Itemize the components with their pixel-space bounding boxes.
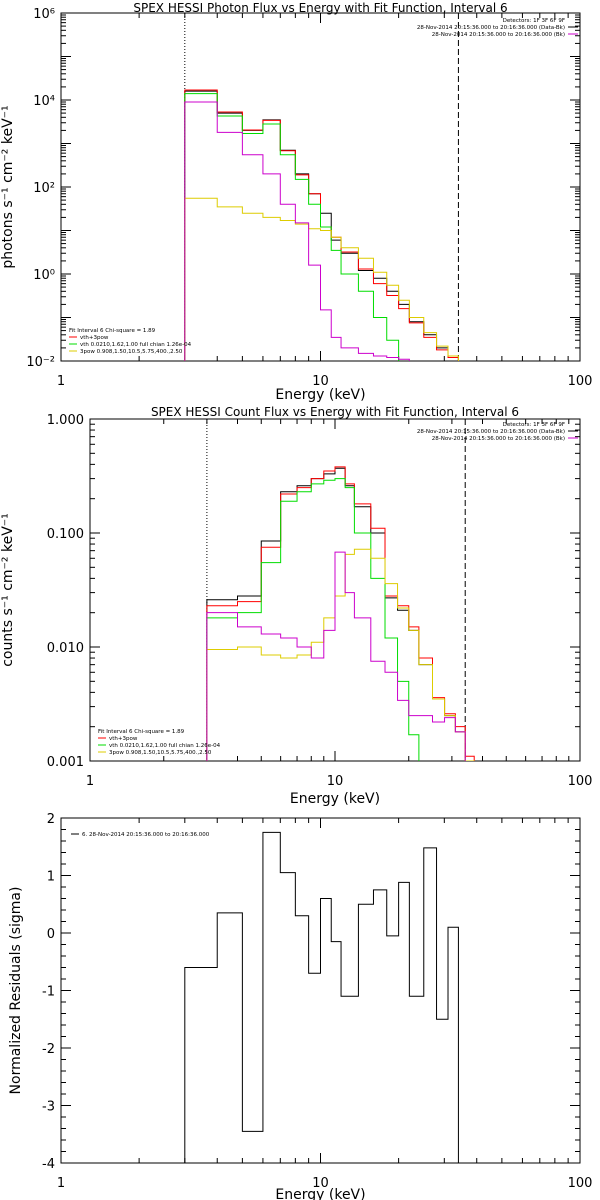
legend-entry: vth 0.0210,1.62,1.00 full chian 1.26e-04 [109,743,221,749]
y-tick-label: 1 [47,870,55,885]
y-tick-label: 10² [33,181,55,196]
x-axis-label: Energy (keV) [275,1187,365,1200]
legend-entry: 28-Nov-2014 20:15:36.000 to 20:16:36.000… [417,25,565,31]
x-tick-label: 1 [57,1176,65,1191]
chart-title: SPEX HESSI Count Flux vs Energy with Fit… [151,405,519,419]
x-tick-label: 1 [57,374,65,389]
y-tick-label: 2 [47,812,55,827]
series-line-3pow [184,197,459,361]
series-line-data-bk [184,90,459,361]
legend-entry: 28-Nov-2014 20:15:36.000 to 20:16:36.000… [417,429,565,435]
y-tick-label: 10⁴ [33,94,55,109]
y-tick-label: -3 [42,1100,55,1115]
legend-entry: vth 0.0210,1.62,1.00 full chian 1.26e-04 [80,342,192,348]
series-line-vth [206,478,420,761]
chart-title: SPEX HESSI Photon Flux vs Energy with Fi… [133,1,507,15]
y-tick-label: -4 [42,1157,55,1172]
legend-entry: Fit Interval 6 Chi-square = 1.89 [69,328,156,334]
legend-entry: 3pow 0.908,1.50,10.5,5.75,400.,2.50 [80,349,183,355]
y-tick-label: 0 [47,927,55,942]
series-group [184,89,459,361]
y-tick-label: 1.000 [47,413,84,428]
series-line-residuals [184,831,459,1163]
y-tick-label: 0.010 [47,641,84,656]
x-tick-label: 10 [312,1176,329,1191]
legend-entry: Fit Interval 6 Chi-square = 1.89 [98,729,185,735]
x-tick-label: 100 [568,1176,593,1191]
series-line-vth-3pow [184,89,459,361]
x-axis-label: Energy (keV) [275,387,365,403]
y-tick-label: 10⁶ [33,7,55,22]
legend-entry: 28-Nov-2014 20:15:36.000 to 20:16:36.000… [432,32,565,38]
chart-panel-1: 1 10 100 10⁻² 10⁰ 10² 10⁴ 10⁶ SPEX HESSI Photon … [0,1,593,403]
y-tick-label: 10⁰ [33,268,55,283]
chart-panel-2: 1 10 100 0.001 0.010 0.100 1.000 SPEX HESSI Cou… [0,405,593,807]
y-axis-label: photons s⁻¹ cm⁻² keV⁻¹ [0,105,16,268]
legend-entry: vth+3pow [80,335,109,341]
x-tick-label: 1 [86,774,94,789]
y-tick-label: -2 [42,1042,55,1057]
y-tick-label: 0.001 [47,755,84,770]
legend-entry: 6. 28-Nov-2014 20:15:36.000 to 20:16:36.… [82,832,210,838]
x-axis-label: Energy (keV) [290,791,380,807]
series-line-bk [206,551,466,761]
legend-entry: 3pow 0.908,1.50,10.5,5.75,400.,2.50 [109,750,212,756]
chart-panel-3: 1 10 100 -4 -3 -2 -1 0 1 2 Energy (keV) Normalized … [8,812,592,1200]
legend-entry: Detectors: 1F 3F 6F 9F [503,18,565,24]
y-axis-label: counts s⁻¹ cm⁻² keV⁻¹ [0,513,16,667]
x-tick-label: 10 [327,774,344,789]
x-tick-label: 100 [568,374,593,389]
x-tick-label: 100 [568,774,593,789]
legend-entry: 28-Nov-2014 20:15:36.000 to 20:16:36.000… [432,436,565,442]
plot-frame [60,817,581,1164]
series-group [206,466,475,761]
series-line-bk [184,101,410,361]
legend-entry: Detectors: 1F 3F 6F 9F [503,422,565,428]
y-tick-label: -1 [42,985,55,1000]
series-line-vth [184,93,400,361]
y-tick-label: 0.100 [47,527,84,542]
y-axis-label: Normalized Residuals (sigma) [8,887,24,1095]
legend-entry: vth+3pow [109,736,138,742]
series-line-data-bk [206,467,475,761]
series-line-vth-3pow [206,466,475,761]
series-group [184,831,459,1163]
y-tick-label: 10⁻² [26,355,55,370]
x-tick-label: 10 [312,374,329,389]
